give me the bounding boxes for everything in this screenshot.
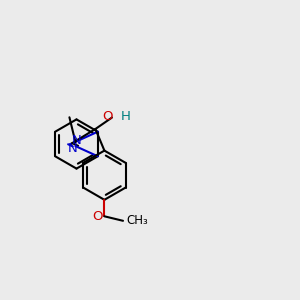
- Text: CH₃: CH₃: [127, 214, 148, 227]
- Text: O: O: [92, 210, 103, 223]
- Text: N: N: [68, 142, 78, 155]
- Text: O: O: [102, 110, 112, 123]
- Text: H: H: [120, 110, 130, 123]
- Text: N: N: [72, 134, 82, 147]
